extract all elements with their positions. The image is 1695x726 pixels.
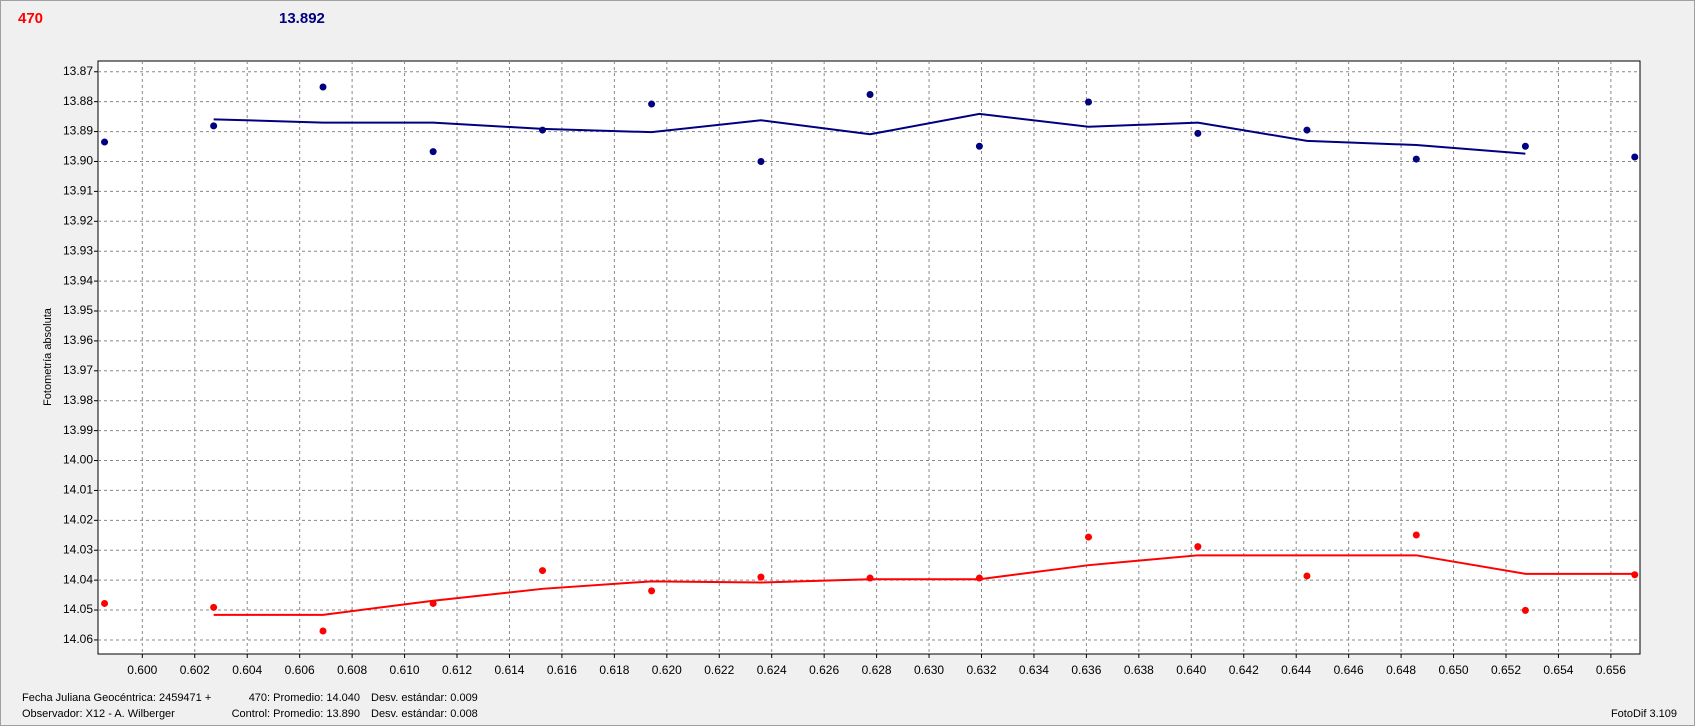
x-tick-label: 0.614 xyxy=(494,663,524,677)
x-tick-label: 0.628 xyxy=(862,663,892,677)
y-tick-label: 13.95 xyxy=(63,303,93,317)
y-tick-label: 14.06 xyxy=(63,632,93,646)
data-point xyxy=(757,573,765,581)
plot-area xyxy=(97,60,1641,655)
y-tick-label: 13.98 xyxy=(63,393,93,407)
x-tick-label: 0.638 xyxy=(1124,663,1154,677)
data-point xyxy=(539,126,547,134)
y-tick-label: 13.87 xyxy=(63,64,93,78)
x-tick-label: 0.652 xyxy=(1491,663,1521,677)
data-point xyxy=(101,138,109,146)
x-tick-label: 0.632 xyxy=(966,663,996,677)
footer-control-mean: Control: Promedio: 13.890 xyxy=(232,708,360,720)
x-tick-label: 0.642 xyxy=(1229,663,1259,677)
x-tick-label: 0.604 xyxy=(232,663,262,677)
y-tick-label: 14.02 xyxy=(63,513,93,527)
y-tick-label: 14.00 xyxy=(63,453,93,467)
data-point xyxy=(975,142,983,150)
data-point xyxy=(1303,572,1311,580)
data-point xyxy=(866,90,874,98)
footer-date: Fecha Juliana Geocéntrica: 2459471 + xyxy=(22,692,211,704)
y-tick-label: 13.90 xyxy=(63,154,93,168)
data-point xyxy=(648,100,656,108)
data-point xyxy=(866,574,874,582)
y-tick-label: 13.91 xyxy=(63,184,93,198)
y-tick-label: 13.99 xyxy=(63,423,93,437)
y-tick-label: 14.03 xyxy=(63,542,93,556)
x-tick-label: 0.654 xyxy=(1543,663,1573,677)
footer-target-mean: 470: Promedio: 14.040 xyxy=(249,692,360,704)
data-point xyxy=(1303,126,1311,134)
x-tick-label: 0.624 xyxy=(757,663,787,677)
footer-observer: Observador: X12 - A. Wilberger xyxy=(22,708,175,720)
data-point xyxy=(319,83,327,91)
control-value: 13.892 xyxy=(279,10,325,27)
y-tick-label: 13.89 xyxy=(63,124,93,138)
x-tick-label: 0.606 xyxy=(285,663,315,677)
data-point xyxy=(210,603,218,611)
y-tick-label: 13.97 xyxy=(63,363,93,377)
x-tick-label: 0.650 xyxy=(1439,663,1469,677)
x-tick-label: 0.640 xyxy=(1176,663,1206,677)
data-point xyxy=(210,122,218,130)
x-tick-label: 0.602 xyxy=(180,663,210,677)
x-tick-label: 0.618 xyxy=(599,663,629,677)
data-point xyxy=(1412,155,1420,163)
x-tick-label: 0.630 xyxy=(914,663,944,677)
data-point xyxy=(757,157,765,165)
footer-target-sd: Desv. estándar: 0.009 xyxy=(371,692,478,704)
data-point xyxy=(1521,606,1529,614)
data-point xyxy=(1631,153,1639,161)
data-point xyxy=(1194,543,1202,551)
data-point xyxy=(1194,129,1202,137)
x-tick-label: 0.626 xyxy=(809,663,839,677)
footer-version: FotoDif 3.109 xyxy=(1611,708,1677,720)
data-point xyxy=(539,567,547,575)
footer-control-sd: Desv. estándar: 0.008 xyxy=(371,708,478,720)
x-tick-label: 0.648 xyxy=(1386,663,1416,677)
x-tick-label: 0.644 xyxy=(1281,663,1311,677)
x-tick-label: 0.636 xyxy=(1071,663,1101,677)
y-tick-label: 13.88 xyxy=(63,94,93,108)
x-tick-label: 0.610 xyxy=(390,663,420,677)
y-tick-label: 13.93 xyxy=(63,243,93,257)
fit-line xyxy=(213,554,1635,616)
x-tick-label: 0.634 xyxy=(1019,663,1049,677)
x-tick-label: 0.600 xyxy=(127,663,157,677)
target-value: 470 xyxy=(18,10,43,27)
data-point xyxy=(429,148,437,156)
x-tick-label: 0.620 xyxy=(652,663,682,677)
x-tick-label: 0.608 xyxy=(337,663,367,677)
y-tick-label: 14.04 xyxy=(63,572,93,586)
data-point xyxy=(1084,533,1092,541)
data-point xyxy=(319,627,327,635)
data-point xyxy=(648,587,656,595)
data-point xyxy=(1084,98,1092,106)
y-tick-label: 13.92 xyxy=(63,213,93,227)
y-tick-label: 14.05 xyxy=(63,602,93,616)
y-axis-label: Fotometría absoluta xyxy=(42,307,54,406)
y-tick-label: 13.94 xyxy=(63,273,93,287)
y-tick-label: 14.01 xyxy=(63,483,93,497)
x-tick-label: 0.622 xyxy=(704,663,734,677)
data-point xyxy=(1521,142,1529,150)
fit-line xyxy=(213,112,1526,155)
data-point xyxy=(1412,531,1420,539)
data-point xyxy=(101,599,109,607)
x-tick-label: 0.612 xyxy=(442,663,472,677)
x-tick-label: 0.616 xyxy=(547,663,577,677)
y-tick-label: 13.96 xyxy=(63,333,93,347)
x-tick-label: 0.656 xyxy=(1596,663,1626,677)
x-tick-label: 0.646 xyxy=(1334,663,1364,677)
